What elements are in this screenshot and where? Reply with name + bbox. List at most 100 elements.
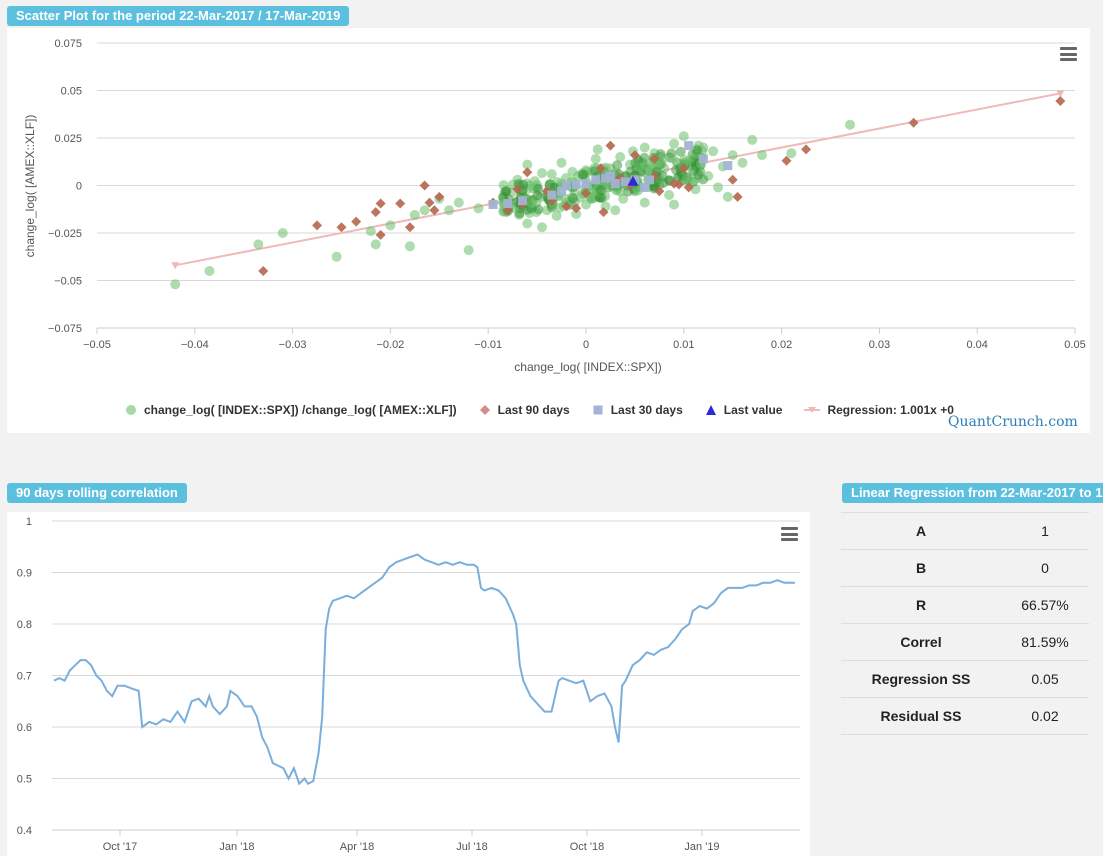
scatter-point[interactable] (536, 222, 547, 233)
last30-point[interactable] (723, 161, 733, 171)
scatter-point[interactable] (385, 220, 396, 231)
last90-point[interactable] (561, 201, 572, 212)
scatter-point[interactable] (595, 185, 606, 196)
legend-item-regression[interactable]: Regression: 1.001x +0 (804, 403, 954, 417)
scatter-point[interactable] (170, 279, 181, 290)
rolling-menu-icon[interactable] (781, 527, 798, 541)
scatter-point[interactable] (532, 190, 543, 201)
scatter-point[interactable] (786, 148, 797, 159)
last30-point[interactable] (561, 181, 571, 190)
last30-point[interactable] (571, 180, 581, 190)
last90-point[interactable] (678, 163, 689, 174)
legend-item-last-value[interactable]: Last value (705, 403, 782, 417)
scatter-point[interactable] (592, 144, 603, 155)
scatter-point[interactable] (556, 157, 567, 168)
last90-point[interactable] (258, 266, 269, 276)
last90-point[interactable] (683, 182, 694, 193)
scatter-point[interactable] (664, 190, 675, 200)
last30-point[interactable] (503, 199, 513, 209)
last30-point[interactable] (517, 196, 527, 206)
scatter-point[interactable] (463, 245, 474, 256)
scatter-point[interactable] (675, 146, 686, 157)
scatter-point[interactable] (634, 162, 645, 173)
last90-point[interactable] (727, 174, 738, 185)
scatter-point[interactable] (669, 138, 680, 149)
scatter-point[interactable] (615, 152, 626, 162)
last30-point[interactable] (601, 173, 611, 183)
scatter-point[interactable] (277, 228, 288, 238)
scatter-point[interactable] (551, 210, 562, 221)
scatter-point[interactable] (568, 193, 579, 204)
scatter-point[interactable] (473, 203, 484, 214)
scatter-point[interactable] (365, 226, 376, 237)
scatter-point[interactable] (204, 266, 215, 276)
scatter-point[interactable] (331, 251, 342, 262)
last90-point[interactable] (673, 179, 684, 190)
scatter-point[interactable] (747, 134, 758, 145)
scatter-point[interactable] (610, 205, 621, 216)
last30-point[interactable] (605, 171, 615, 181)
last90-point[interactable] (375, 229, 386, 240)
scatter-point[interactable] (419, 205, 430, 216)
scatter-point[interactable] (571, 209, 582, 219)
last90-point[interactable] (654, 186, 665, 197)
scatter-point[interactable] (549, 182, 560, 193)
last90-point[interactable] (649, 153, 660, 164)
last90-point[interactable] (395, 198, 406, 209)
last90-point[interactable] (732, 191, 743, 202)
last30-point[interactable] (547, 190, 557, 200)
scatter-point[interactable] (708, 146, 719, 157)
last90-point[interactable] (1055, 95, 1066, 106)
scatter-point[interactable] (578, 169, 589, 180)
last30-point[interactable] (591, 175, 601, 185)
scatter-point[interactable] (673, 172, 684, 183)
last90-point[interactable] (581, 188, 591, 199)
last90-point[interactable] (605, 140, 616, 151)
last30-point[interactable] (684, 141, 694, 151)
scatter-point[interactable] (546, 169, 557, 180)
last30-point[interactable] (640, 182, 650, 192)
last90-point[interactable] (571, 203, 582, 214)
scatter-point[interactable] (404, 241, 415, 252)
last30-point[interactable] (610, 179, 620, 189)
scatter-point[interactable] (567, 166, 578, 177)
last90-point[interactable] (781, 155, 792, 166)
scatter-point[interactable] (370, 239, 381, 250)
scatter-point[interactable] (658, 178, 669, 189)
scatter-point[interactable] (518, 179, 529, 190)
legend-item-main[interactable]: change_log( [INDEX::SPX]) /change_log( [… (125, 403, 457, 417)
legend-item-last30[interactable]: Last 30 days (592, 403, 683, 417)
scatter-point[interactable] (678, 131, 689, 142)
last90-point[interactable] (512, 184, 523, 195)
scatter-point[interactable] (727, 150, 738, 161)
scatter-menu-icon[interactable] (1060, 47, 1077, 61)
scatter-point[interactable] (722, 191, 733, 202)
scatter-point[interactable] (737, 157, 748, 168)
last90-point[interactable] (908, 117, 919, 128)
last30-point[interactable] (557, 186, 567, 196)
scatter-point[interactable] (681, 174, 692, 185)
scatter-point[interactable] (533, 204, 544, 215)
scatter-point[interactable] (453, 197, 464, 208)
scatter-point[interactable] (669, 199, 680, 210)
last90-point[interactable] (312, 220, 323, 231)
scatter-point[interactable] (639, 197, 650, 208)
last90-point[interactable] (522, 167, 533, 178)
last90-point[interactable] (598, 207, 609, 218)
scatter-point[interactable] (639, 142, 650, 153)
last90-point[interactable] (375, 198, 386, 209)
scatter-point[interactable] (691, 145, 702, 156)
last90-point[interactable] (434, 191, 445, 202)
last30-point[interactable] (581, 179, 591, 189)
scatter-point[interactable] (667, 153, 678, 164)
last90-point[interactable] (336, 222, 347, 233)
scatter-point[interactable] (713, 182, 724, 193)
scatter-point[interactable] (444, 205, 455, 216)
scatter-point[interactable] (253, 239, 264, 250)
last30-point[interactable] (698, 154, 708, 164)
last90-point[interactable] (429, 205, 440, 216)
scatter-point[interactable] (522, 218, 533, 229)
last90-point[interactable] (370, 207, 381, 218)
scatter-point[interactable] (536, 168, 547, 179)
scatter-point[interactable] (522, 159, 533, 170)
